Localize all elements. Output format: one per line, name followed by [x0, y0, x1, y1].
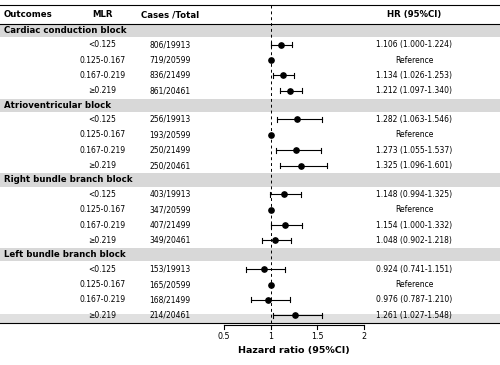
Bar [0, 68, 500, 83]
Text: 806/19913: 806/19913 [150, 40, 190, 49]
Text: 256/19913: 256/19913 [150, 115, 190, 124]
Text: <0.125: <0.125 [88, 190, 117, 199]
Bar [0, 83, 500, 99]
Text: ≥0.219: ≥0.219 [88, 86, 117, 95]
Text: 349/20461: 349/20461 [150, 236, 190, 245]
Text: <0.125: <0.125 [88, 40, 117, 49]
Text: ≥0.219: ≥0.219 [88, 236, 117, 245]
Bar [0, 277, 500, 292]
Text: Reference: Reference [395, 55, 433, 65]
Bar [0, 308, 500, 323]
Bar [0, 202, 500, 218]
Text: 836/21499: 836/21499 [150, 71, 190, 80]
Bar [0, 52, 500, 68]
Text: HR (95%CI): HR (95%CI) [387, 10, 441, 19]
Text: 1.261 (1.027-1.548): 1.261 (1.027-1.548) [376, 311, 452, 320]
Text: 407/21499: 407/21499 [150, 220, 190, 230]
Bar [0, 233, 500, 248]
Text: Outcomes: Outcomes [4, 10, 53, 19]
Text: 0.167-0.219: 0.167-0.219 [80, 146, 126, 155]
Text: 1.282 (1.063-1.546): 1.282 (1.063-1.546) [376, 115, 452, 124]
Bar [0, 158, 500, 173]
Bar [0, 218, 500, 233]
Bar [0, 314, 500, 324]
Text: 1.106 (1.000-1.224): 1.106 (1.000-1.224) [376, 40, 452, 49]
Text: 0.125-0.167: 0.125-0.167 [80, 280, 126, 289]
Text: <0.125: <0.125 [88, 115, 117, 124]
Text: 0.125-0.167: 0.125-0.167 [80, 55, 126, 65]
Text: 0.5: 0.5 [218, 332, 230, 341]
Text: 0.924 (0.741-1.151): 0.924 (0.741-1.151) [376, 265, 452, 274]
Text: 1.048 (0.902-1.218): 1.048 (0.902-1.218) [376, 236, 452, 245]
Text: 1.273 (1.055-1.537): 1.273 (1.055-1.537) [376, 146, 452, 155]
Bar [0, 292, 500, 308]
Text: 1: 1 [268, 332, 273, 341]
Text: 347/20599: 347/20599 [149, 205, 190, 214]
Bar [0, 37, 500, 52]
Text: 250/21499: 250/21499 [150, 146, 190, 155]
Text: Left bundle branch block: Left bundle branch block [4, 250, 126, 259]
Bar [0, 99, 500, 112]
Text: MLR: MLR [92, 10, 113, 19]
Text: 214/20461: 214/20461 [150, 311, 190, 320]
Text: 165/20599: 165/20599 [150, 280, 190, 289]
Bar [0, 112, 500, 127]
Bar [0, 261, 500, 277]
Text: 193/20599: 193/20599 [150, 130, 190, 139]
Bar [0, 173, 500, 187]
Text: Reference: Reference [395, 280, 433, 289]
Text: 1.154 (1.000-1.332): 1.154 (1.000-1.332) [376, 220, 452, 230]
Text: 1.212 (1.097-1.340): 1.212 (1.097-1.340) [376, 86, 452, 95]
Text: 403/19913: 403/19913 [150, 190, 190, 199]
Text: Reference: Reference [395, 130, 433, 139]
Text: Hazard ratio (95%CI): Hazard ratio (95%CI) [238, 346, 350, 355]
Text: 719/20599: 719/20599 [150, 55, 190, 65]
Text: <0.125: <0.125 [88, 265, 117, 274]
Text: 1.134 (1.026-1.253): 1.134 (1.026-1.253) [376, 71, 452, 80]
Text: 861/20461: 861/20461 [150, 86, 190, 95]
Text: 0.167-0.219: 0.167-0.219 [80, 295, 126, 304]
Bar [0, 143, 500, 158]
Text: Atrioventricular block: Atrioventricular block [4, 101, 111, 110]
Text: 0.167-0.219: 0.167-0.219 [80, 220, 126, 230]
Text: 0.976 (0.787-1.210): 0.976 (0.787-1.210) [376, 295, 452, 304]
Text: ≥0.219: ≥0.219 [88, 311, 117, 320]
Bar [0, 187, 500, 202]
Text: 1.148 (0.994-1.325): 1.148 (0.994-1.325) [376, 190, 452, 199]
Bar [0, 248, 500, 261]
Text: Reference: Reference [395, 205, 433, 214]
Text: 153/19913: 153/19913 [150, 265, 190, 274]
Text: Cases /Total: Cases /Total [141, 10, 199, 19]
Text: Cardiac conduction block: Cardiac conduction block [4, 26, 126, 35]
Text: 1.325 (1.096-1.601): 1.325 (1.096-1.601) [376, 161, 452, 170]
Text: 2: 2 [362, 332, 366, 341]
Bar [0, 127, 500, 143]
Text: Right bundle branch block: Right bundle branch block [4, 176, 132, 184]
Text: 1.5: 1.5 [311, 332, 324, 341]
Text: 0.167-0.219: 0.167-0.219 [80, 71, 126, 80]
Text: 0.125-0.167: 0.125-0.167 [80, 205, 126, 214]
Text: 0.125-0.167: 0.125-0.167 [80, 130, 126, 139]
Text: 250/20461: 250/20461 [150, 161, 190, 170]
Bar [0, 24, 500, 37]
Text: ≥0.219: ≥0.219 [88, 161, 117, 170]
Text: 168/21499: 168/21499 [150, 295, 190, 304]
